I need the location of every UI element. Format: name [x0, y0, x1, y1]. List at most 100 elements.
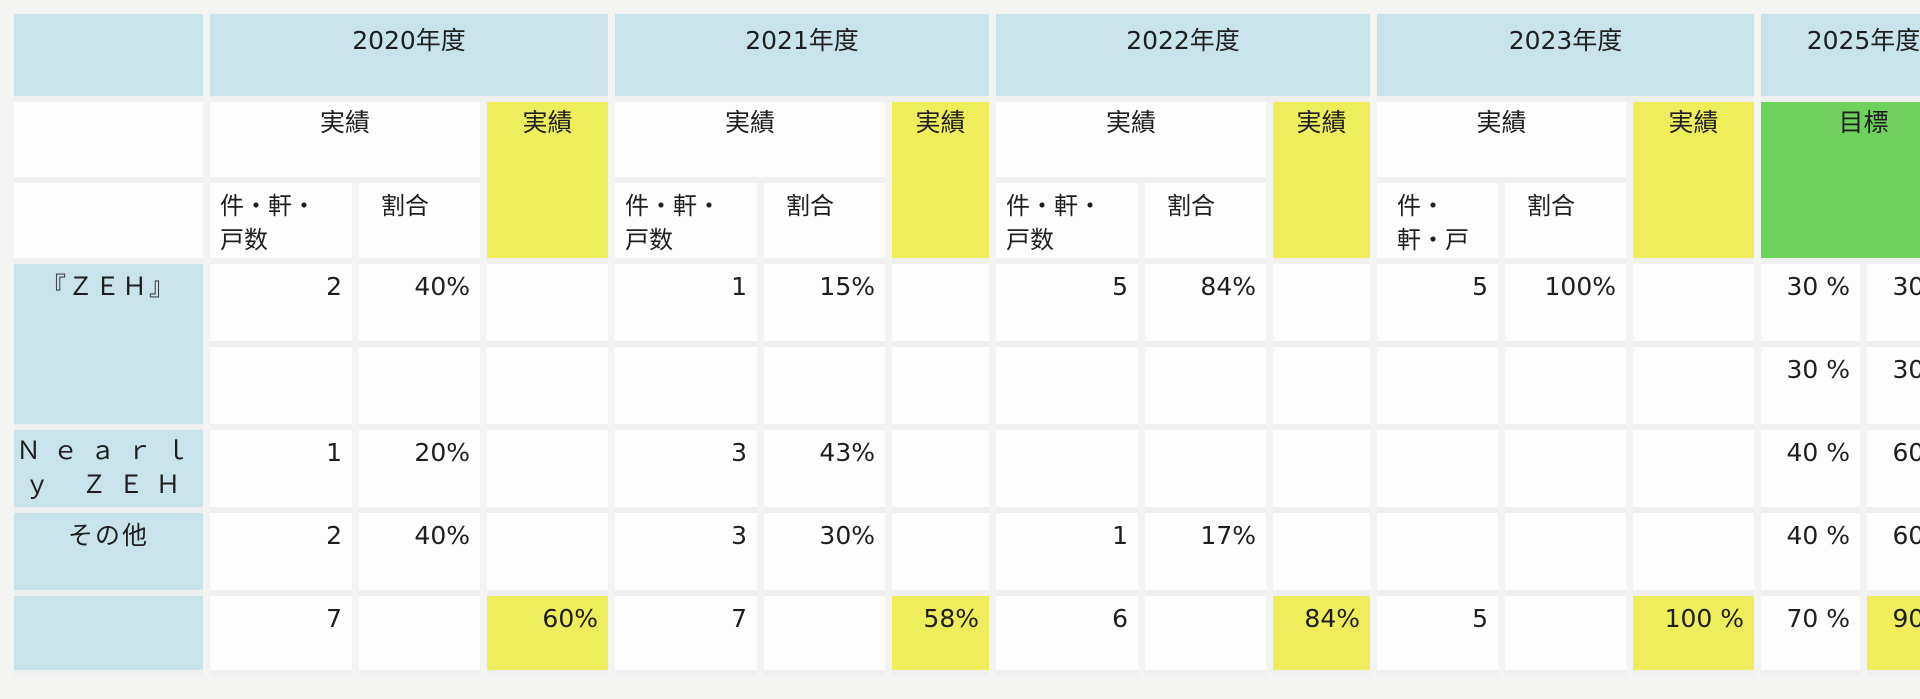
empty-cell: [487, 264, 608, 347]
empty-cell: [996, 430, 1138, 513]
label-cell-empty: [14, 102, 203, 183]
empty-cell: [1633, 430, 1754, 513]
empty-cell: [1145, 596, 1266, 676]
empty-cell: [764, 596, 885, 676]
year-header-2025: 2025年度: [1761, 14, 1920, 102]
count-header-2022: 件・軒・ 戸数: [996, 183, 1138, 264]
cell-zeh-2022-count: 5: [996, 264, 1138, 347]
cell-total-2022-count: 6: [996, 596, 1138, 676]
cell-other-2022-count: 1: [996, 513, 1138, 596]
jisseki-highlight-2022: 実績: [1273, 102, 1370, 264]
jisseki-label-2023: 実績: [1377, 102, 1626, 183]
empty-cell: [1505, 347, 1626, 430]
cell-total-target-b: 90 %: [1867, 596, 1920, 676]
label-cell-empty: [14, 183, 203, 264]
cell-total-2021-pct: 58%: [892, 596, 989, 676]
empty-cell: [892, 347, 989, 430]
cell-other-2022-ratio: 17%: [1145, 513, 1266, 596]
empty-cell: [996, 347, 1138, 430]
ratio-header-2022: 割合: [1145, 183, 1266, 264]
empty-cell: [1273, 347, 1370, 430]
empty-cell: [1273, 430, 1370, 513]
empty-cell: [1377, 513, 1498, 596]
empty-cell: [1145, 430, 1266, 513]
empty-cell: [892, 513, 989, 596]
empty-cell: [1633, 264, 1754, 347]
cell-other-2021-ratio: 30%: [764, 513, 885, 596]
empty-cell: [1145, 347, 1266, 430]
cell-total-target-a: 70 %: [1761, 596, 1860, 676]
empty-cell: [1273, 513, 1370, 596]
cell-zeh-2023-count: 5: [1377, 264, 1498, 347]
zeh-results-table: 2020年度 2021年度 2022年度 2023年度 2025年度 実績 実績…: [14, 14, 1920, 685]
empty-cell: [1377, 347, 1498, 430]
cell-zeh-target-b: 30 %: [1867, 264, 1920, 347]
cell-total-2021-count: 7: [615, 596, 757, 676]
empty-cell: [359, 347, 480, 430]
cell-nearly-target-b: 60 %: [1867, 430, 1920, 513]
year-header-2021: 2021年度: [615, 14, 989, 102]
ratio-header-2023: 割合: [1505, 183, 1626, 264]
empty-cell: [1633, 347, 1754, 430]
empty-cell: [487, 347, 608, 430]
cell-other-2020-ratio: 40%: [359, 513, 480, 596]
cell-other-target-a: 40 %: [1761, 513, 1860, 596]
cell-other-target-b: 60 %: [1867, 513, 1920, 596]
empty-cell: [210, 347, 352, 430]
empty-cell: [1377, 430, 1498, 513]
corner-cell: [14, 14, 203, 102]
cell-zeh-2020-count: 2: [210, 264, 352, 347]
empty-cell: [1505, 513, 1626, 596]
jisseki-highlight-2020: 実績: [487, 102, 608, 264]
cell-zeh2-target-a: 30 %: [1761, 347, 1860, 430]
cell-zeh-2023-ratio: 100%: [1505, 264, 1626, 347]
cell-total-2022-pct: 84%: [1273, 596, 1370, 676]
ratio-header-2020: 割合: [359, 183, 480, 264]
count-header-2023: 件・ 軒・戸: [1377, 183, 1498, 264]
year-header-2020: 2020年度: [210, 14, 608, 102]
target-label-2025: 目標: [1761, 102, 1920, 264]
cell-total-2023-pct: 100 %: [1633, 596, 1754, 676]
ratio-header-2021: 割合: [764, 183, 885, 264]
row-label-other: その他: [14, 513, 203, 596]
year-header-2023: 2023年度: [1377, 14, 1754, 102]
jisseki-highlight-2021: 実績: [892, 102, 989, 264]
cell-nearly-2020-count: 1: [210, 430, 352, 513]
cell-zeh-2021-count: 1: [615, 264, 757, 347]
empty-cell: [892, 264, 989, 347]
cell-zeh-2020-ratio: 40%: [359, 264, 480, 347]
cell-zeh-target-a: 30 %: [1761, 264, 1860, 347]
empty-cell: [359, 596, 480, 676]
cell-total-2023-count: 5: [1377, 596, 1498, 676]
jisseki-label-2020: 実績: [210, 102, 480, 183]
cell-zeh-2021-ratio: 15%: [764, 264, 885, 347]
empty-cell: [892, 430, 989, 513]
empty-cell: [764, 347, 885, 430]
cell-nearly-target-a: 40 %: [1761, 430, 1860, 513]
empty-cell: [1505, 596, 1626, 676]
empty-cell: [1505, 430, 1626, 513]
empty-cell: [1273, 264, 1370, 347]
jisseki-label-2022: 実績: [996, 102, 1266, 183]
count-header-2021: 件・軒・ 戸数: [615, 183, 757, 264]
jisseki-highlight-2023: 実績: [1633, 102, 1754, 264]
jisseki-label-2021: 実績: [615, 102, 885, 183]
empty-cell: [1633, 513, 1754, 596]
row-label-total: [14, 596, 203, 676]
row-label-zeh: 『ＺＥＨ』: [14, 264, 203, 430]
cell-zeh2-target-b: 30 %: [1867, 347, 1920, 430]
row-label-nearly-zeh: Ｎｅａｒｌｙ ＺＥＨ: [14, 430, 203, 513]
year-header-2022: 2022年度: [996, 14, 1370, 102]
empty-cell: [487, 430, 608, 513]
cell-nearly-2021-ratio: 43%: [764, 430, 885, 513]
cell-nearly-2020-ratio: 20%: [359, 430, 480, 513]
cell-nearly-2021-count: 3: [615, 430, 757, 513]
cell-other-2021-count: 3: [615, 513, 757, 596]
count-header-2020: 件・軒・ 戸数: [210, 183, 352, 264]
cell-zeh-2022-ratio: 84%: [1145, 264, 1266, 347]
cell-other-2020-count: 2: [210, 513, 352, 596]
cell-total-2020-pct: 60%: [487, 596, 608, 676]
empty-cell: [487, 513, 608, 596]
cell-total-2020-count: 7: [210, 596, 352, 676]
empty-cell: [615, 347, 757, 430]
